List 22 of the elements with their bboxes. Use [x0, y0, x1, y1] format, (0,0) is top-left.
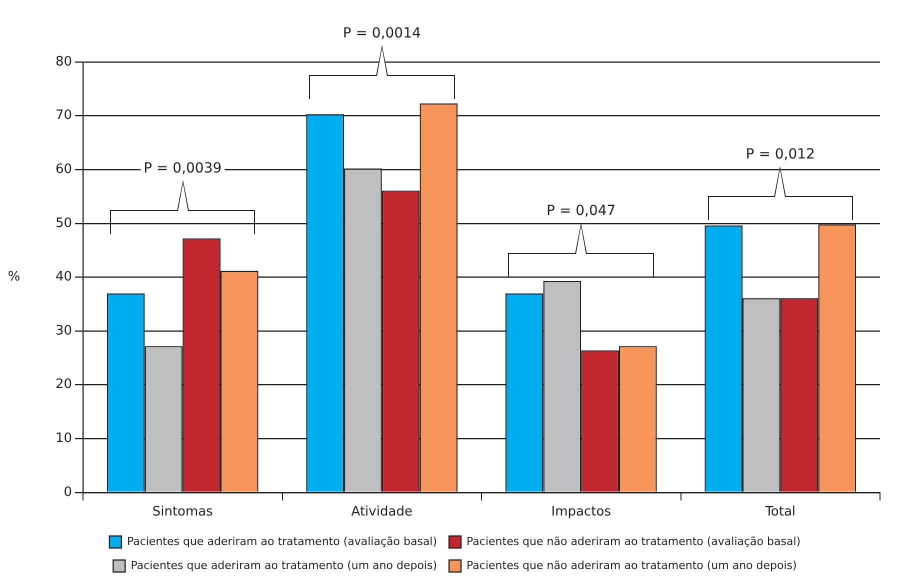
annotation: P = 0,0039: [144, 160, 222, 176]
x-tick-label: Total: [764, 504, 796, 520]
text: P = 0,0014: [342, 25, 421, 42]
y-tick-label: 60: [55, 162, 72, 177]
legend-label: Pacientes que aderiram ao tratamento (avaliação basal): [126, 534, 438, 548]
annotation: P = 0,047: [546, 202, 616, 219]
y-tick-label: 10: [55, 430, 72, 446]
x-tick-label: Impactos: [551, 504, 612, 520]
y-tick-label: 70: [55, 108, 72, 124]
legend-label: Pacientes que não aderiram ao tratamento (avaliação basal): [466, 534, 801, 548]
y-tick-label: 20: [55, 377, 72, 392]
y-axis-title: %: [8, 270, 20, 285]
x-tick-label: Atividade: [351, 504, 412, 520]
y-tick-label: 50: [55, 216, 72, 231]
legend-label: Pacientes que não aderiram ao tratamento (um ano depois): [466, 558, 797, 572]
y-tick-label: 0: [64, 484, 72, 500]
annotation: P = 0,012: [746, 146, 815, 162]
y-tick-label: 80: [55, 54, 72, 70]
x-tick-label: Sintomas: [152, 504, 214, 520]
legend-label: Pacientes que aderiram ao tratamento (um ano depois): [130, 558, 438, 572]
y-tick-label: 40: [55, 270, 72, 285]
y-tick-label: 30: [55, 323, 72, 338]
